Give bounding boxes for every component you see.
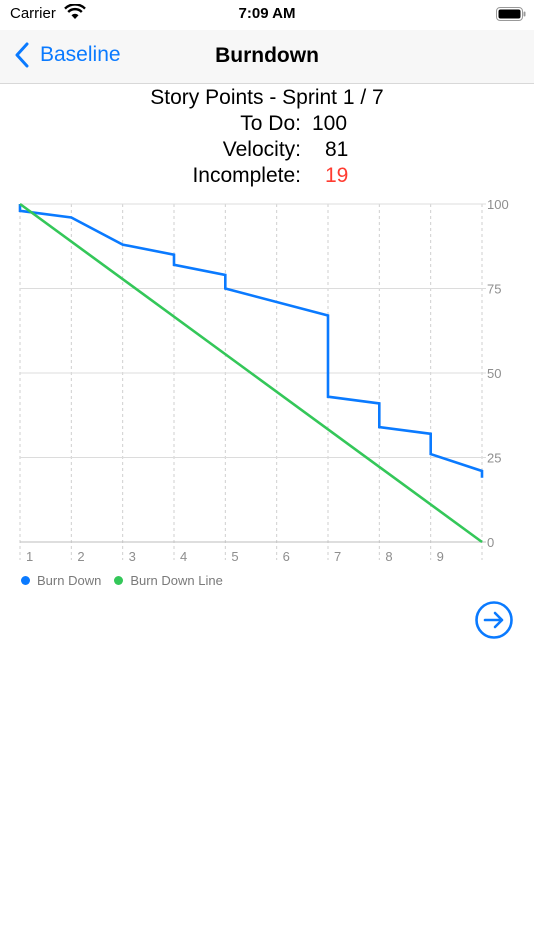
- y-tick-label: 50: [487, 366, 501, 381]
- legend-item-burn-down-line: Burn Down Line: [114, 573, 223, 588]
- x-tick-label: 5: [231, 549, 238, 564]
- back-button-label: Baseline: [40, 43, 121, 66]
- x-tick-label: 2: [77, 549, 84, 564]
- burndown-chart: 100 75 50 25 0 1 2 3 4 5 6 7 8 9: [18, 197, 509, 564]
- page-title: Burndown: [215, 44, 319, 67]
- legend-label-burn-down: Burn Down: [37, 573, 102, 588]
- legend-item-burn-down: Burn Down: [21, 573, 101, 588]
- next-sprint-button[interactable]: [474, 600, 514, 640]
- x-tick-label: 7: [334, 549, 341, 564]
- incomplete-value: 19: [325, 164, 349, 187]
- legend-swatch-burn-down: [21, 576, 30, 585]
- velocity-row: Velocity: 81: [0, 138, 534, 162]
- wifi-icon: [64, 4, 86, 19]
- x-tick-label: 1: [26, 549, 33, 564]
- y-tick-label: 75: [487, 282, 501, 297]
- legend-label-burn-down-line: Burn Down Line: [130, 573, 223, 588]
- battery-icon: [496, 7, 526, 21]
- status-time: 7:09 AM: [238, 5, 296, 22]
- y-tick-label: 25: [487, 451, 501, 466]
- velocity-label: Velocity:: [222, 138, 301, 161]
- incomplete-row: Incomplete: 19: [0, 164, 534, 188]
- series-line-burn-down-line: [19, 202, 483, 544]
- carrier-label: Carrier: [10, 5, 56, 22]
- velocity-value: 81: [325, 138, 349, 161]
- todo-value: 100: [312, 112, 348, 135]
- chevron-left-icon: [15, 42, 29, 68]
- incomplete-label: Incomplete:: [192, 164, 301, 187]
- chart-legend: Burn Down Burn Down Line: [21, 573, 236, 588]
- x-tick-label: 8: [385, 549, 392, 564]
- legend-swatch-burn-down-line: [114, 576, 124, 585]
- back-button[interactable]: Baseline: [14, 42, 121, 68]
- navigation-bar: Baseline Burndown: [0, 30, 534, 84]
- y-tick-label: 0: [487, 535, 494, 550]
- series-line-burn-down: [18, 204, 484, 478]
- todo-label: To Do:: [240, 112, 301, 135]
- status-bar: Carrier 7:09 AM: [0, 0, 534, 30]
- sprint-summary-title: Story Points - Sprint 1 / 7: [150, 86, 384, 109]
- x-tick-label: 4: [180, 549, 187, 564]
- x-tick-label: 6: [283, 549, 290, 564]
- y-tick-label: 100: [487, 197, 509, 212]
- todo-row: To Do: 100: [0, 112, 534, 136]
- x-tick-label: 3: [129, 549, 136, 564]
- x-tick-label: 9: [437, 549, 444, 564]
